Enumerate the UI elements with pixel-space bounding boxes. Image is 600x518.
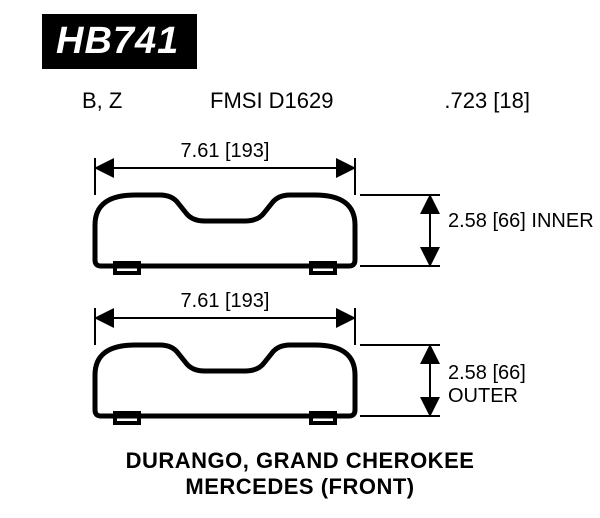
application-footer: DURANGO, GRAND CHEROKEE MERCEDES (FRONT) bbox=[0, 448, 600, 500]
footer-line1: DURANGO, GRAND CHEROKEE bbox=[0, 448, 600, 474]
inner-pad-tab-left bbox=[115, 263, 139, 273]
part-number-badge: HB741 bbox=[42, 14, 197, 69]
fmsi-code: FMSI D1629 bbox=[210, 88, 334, 114]
outer-pad-outline bbox=[95, 345, 355, 416]
diagram-svg bbox=[0, 0, 600, 518]
inner-height-label: 2.58 [66] INNER bbox=[448, 210, 594, 233]
outer-pad-tab-left bbox=[115, 413, 139, 423]
inner-side-label: INNER bbox=[531, 210, 593, 232]
inner-width-label: 7.61 [193] bbox=[95, 140, 355, 163]
footer-line2: MERCEDES (FRONT) bbox=[0, 474, 600, 500]
outer-side-label: OUTER bbox=[448, 385, 518, 407]
inner-pad-outline bbox=[95, 195, 355, 266]
compound-codes: B, Z bbox=[82, 88, 122, 114]
thickness-value: .723 [18] bbox=[444, 88, 530, 114]
outer-width-label: 7.61 [193] bbox=[95, 290, 355, 313]
outer-height-label: 2.58 [66] OUTER bbox=[448, 362, 600, 408]
outer-pad-tab-right bbox=[311, 413, 335, 423]
inner-pad-tab-right bbox=[311, 263, 335, 273]
part-number-text: HB741 bbox=[56, 20, 179, 62]
